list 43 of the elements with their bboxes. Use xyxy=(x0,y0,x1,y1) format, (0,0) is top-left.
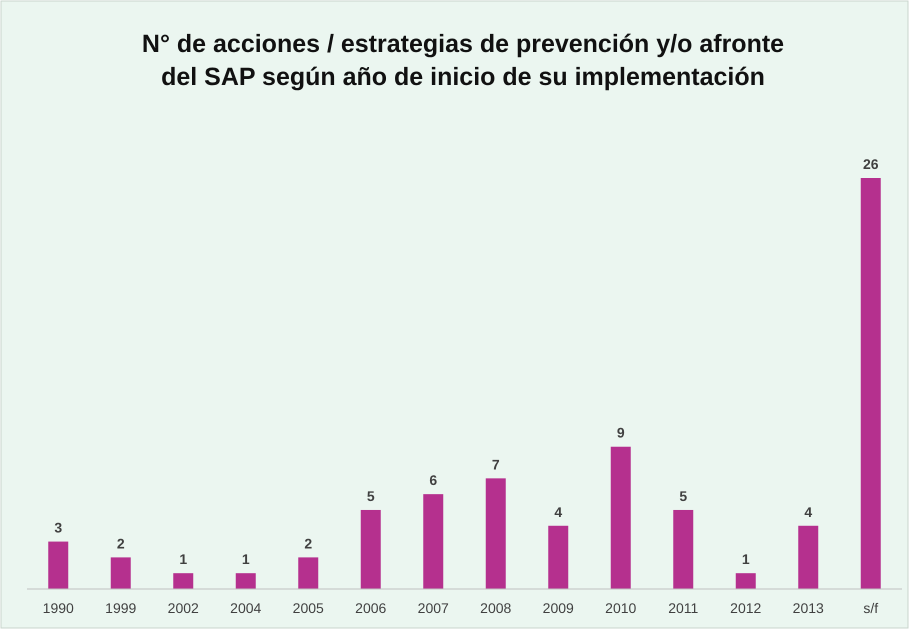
x-tick-label: 2012 xyxy=(730,600,762,616)
data-label: 2 xyxy=(116,535,125,552)
x-tick-label: s/f xyxy=(863,600,878,616)
x-tick-label: 2002 xyxy=(168,600,200,616)
bar xyxy=(798,526,818,589)
data-label: 1 xyxy=(742,551,750,568)
bar xyxy=(548,526,568,589)
data-label: 7 xyxy=(492,456,500,472)
bar xyxy=(673,510,694,589)
x-tick-label: 1990 xyxy=(42,600,74,616)
data-label: 9 xyxy=(616,424,625,441)
data-label: 4 xyxy=(804,504,812,520)
x-tick-label: 2013 xyxy=(792,600,824,616)
data-label: 2 xyxy=(304,535,312,552)
x-tick-label: 2008 xyxy=(480,600,512,616)
bar xyxy=(110,557,131,589)
x-tick-label: 2006 xyxy=(355,600,387,616)
bar xyxy=(360,510,381,589)
x-tick-label: 2010 xyxy=(605,600,637,616)
bar xyxy=(486,478,506,589)
data-label: 6 xyxy=(429,472,438,488)
bar xyxy=(236,573,256,589)
x-tick-label: 2009 xyxy=(542,600,574,616)
bar xyxy=(423,494,444,589)
bar xyxy=(173,573,194,589)
x-tick-label: 2007 xyxy=(418,600,450,616)
data-label: 5 xyxy=(679,488,688,504)
bar xyxy=(298,557,318,589)
data-label: 4 xyxy=(554,504,562,520)
x-tick-label: 2004 xyxy=(230,600,262,616)
x-tick-label: 2011 xyxy=(668,600,699,616)
data-label: 3 xyxy=(54,520,62,536)
bar xyxy=(736,573,756,589)
x-tick-label: 2005 xyxy=(292,600,324,616)
data-label: 1 xyxy=(242,551,250,568)
bar xyxy=(48,542,68,589)
bar xyxy=(860,178,881,589)
chart-title: N° de acciones / estrategias de prevención y/o afronte del SAP según año de inicio de su implementación xyxy=(142,30,784,91)
x-tick-label: 1999 xyxy=(105,600,137,616)
data-label: 1 xyxy=(179,551,188,568)
bar xyxy=(610,446,631,589)
data-label: 26 xyxy=(862,156,879,172)
data-label: 5 xyxy=(366,488,375,504)
